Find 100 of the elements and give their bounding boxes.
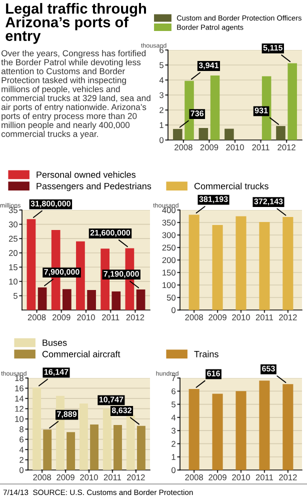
bar [210, 76, 220, 140]
text: Legal traffic through Arizona’s ports of entry [5, 3, 146, 44]
y-tick-label: 350 [162, 220, 176, 226]
y-tick-label: 2 [160, 107, 164, 114]
y-tick-label: 16 [15, 385, 24, 392]
y-tick-label: 2 [172, 440, 176, 447]
y-tick-label: 400 [162, 207, 176, 214]
legend-label: Commercial aircraft [42, 350, 120, 358]
x-tick-label: 2011 [256, 474, 274, 480]
y-tick-label: 12 [15, 406, 24, 412]
bar [38, 287, 47, 310]
bar [126, 415, 135, 470]
y-tick-label: 250 [162, 244, 176, 251]
y-tick-label: 10 [15, 416, 24, 422]
y-tick-label: 18 [15, 375, 24, 382]
y-tick-label: 5 [14, 293, 18, 299]
bar [112, 291, 121, 310]
annotation: 7,190,000 [104, 271, 139, 278]
bar [173, 128, 182, 140]
annotation: 31,800,000 [30, 200, 71, 208]
x-tick-label: 2009 [200, 144, 218, 150]
bar [26, 219, 36, 310]
annotation: 5,115 [263, 44, 283, 52]
x-tick-label: 2012 [279, 314, 297, 320]
y-tick-label: 100 [162, 282, 176, 288]
x-tick-label: 2010 [232, 474, 250, 480]
annotation: 8,632 [112, 407, 132, 414]
y-tick-label: 0 [20, 467, 24, 474]
bar [188, 389, 200, 470]
y-tick-label: 5 [160, 62, 164, 68]
bar [259, 380, 270, 470]
y-tick-label: 20 [8, 250, 18, 256]
x-tick-label: 2012 [278, 144, 296, 150]
annotation: 653 [262, 366, 275, 372]
y-tick-label: 3 [160, 92, 164, 98]
y-tick-label: 4 [159, 77, 164, 84]
y-tick-label: 30 [8, 221, 18, 228]
y-tick-label: 200 [162, 257, 176, 264]
y-tick-label: 4 [19, 446, 24, 453]
bar [224, 128, 234, 140]
y-tick-label: 2 [20, 456, 24, 463]
x-tick-label: 2008 [174, 144, 192, 150]
x-tick-label: 2012 [279, 474, 297, 480]
bar [66, 432, 76, 470]
x-tick-label: 2011 [252, 144, 270, 150]
bar [102, 408, 112, 470]
text: Over the years, Congress has fortified the Border Patrol while devoting less attention to Customs and Border Protection tasked with inspecting millions of people, vehicles and commercial trucks at 329 land, sea and air ports of entry nationwide. Arizona’s ports of entry process more than 20 million people and nearly 400,000 commercial trucks a year. [1, 50, 150, 139]
y-tick-label: 50 [166, 294, 176, 301]
x-tick-label: 2011 [102, 314, 120, 320]
annotation: 381,193 [199, 196, 228, 204]
bar [236, 391, 246, 470]
x-tick-label: 2009 [208, 314, 226, 320]
y-tick-label: 0 [172, 467, 176, 474]
x-tick-label: 2009 [52, 314, 70, 320]
x-tick-label: 2008 [28, 314, 46, 320]
annotation: 3,941 [198, 62, 219, 70]
y-tick-label: 5 [172, 402, 176, 408]
y-tick-label: 0 [172, 307, 176, 314]
x-tick-label: 2010 [80, 474, 98, 480]
annotation: 736 [190, 110, 204, 116]
annotation: 16,147 [44, 369, 68, 376]
y-tick-label: 15 [9, 264, 18, 270]
x-tick-label: 2010 [77, 314, 95, 320]
y-tick-label: 6 [20, 436, 24, 442]
y-tick-label: 3 [172, 428, 176, 434]
y-tick-label: 7 [172, 375, 176, 382]
bar [80, 404, 88, 470]
x-tick-label: 2008 [33, 474, 51, 480]
bar [282, 384, 294, 470]
x-tick-label: 2011 [256, 314, 274, 320]
x-tick-label: 2008 [185, 474, 203, 480]
annotation: 7,889 [57, 411, 77, 418]
annotation: 616 [207, 370, 220, 376]
bar [288, 63, 297, 140]
y-tick-label: 14 [15, 396, 24, 402]
bar [90, 424, 98, 470]
y-tick-label: 1 [172, 454, 176, 460]
annotation: 21,600,000 [90, 230, 130, 237]
bar [212, 394, 223, 470]
bar [87, 290, 96, 310]
y-tick-label: 6 [160, 47, 164, 54]
x-tick-label: 2010 [232, 314, 250, 320]
y-tick-label: 150 [162, 270, 176, 276]
y-tick-label: 0 [160, 137, 164, 144]
x-tick-label: 2011 [104, 474, 122, 480]
y-tick-label: 8 [20, 426, 24, 432]
legend-label: Passengers and Pedestrians [36, 182, 152, 192]
y-tick-label: 10 [9, 278, 18, 285]
x-tick-label: 2010 [226, 144, 244, 150]
annotation: 931 [254, 108, 268, 114]
bar [114, 425, 122, 470]
bar [198, 128, 208, 140]
y-tick-label: 4 [171, 414, 176, 420]
x-tick-label: 2012 [126, 314, 144, 320]
y-tick-label: 6 [172, 388, 176, 394]
x-tick-label: 2009 [208, 474, 226, 480]
bar [43, 430, 52, 470]
legend-label: Buses [42, 340, 67, 346]
bar [136, 289, 146, 310]
y-tick-label: 35 [8, 207, 18, 214]
